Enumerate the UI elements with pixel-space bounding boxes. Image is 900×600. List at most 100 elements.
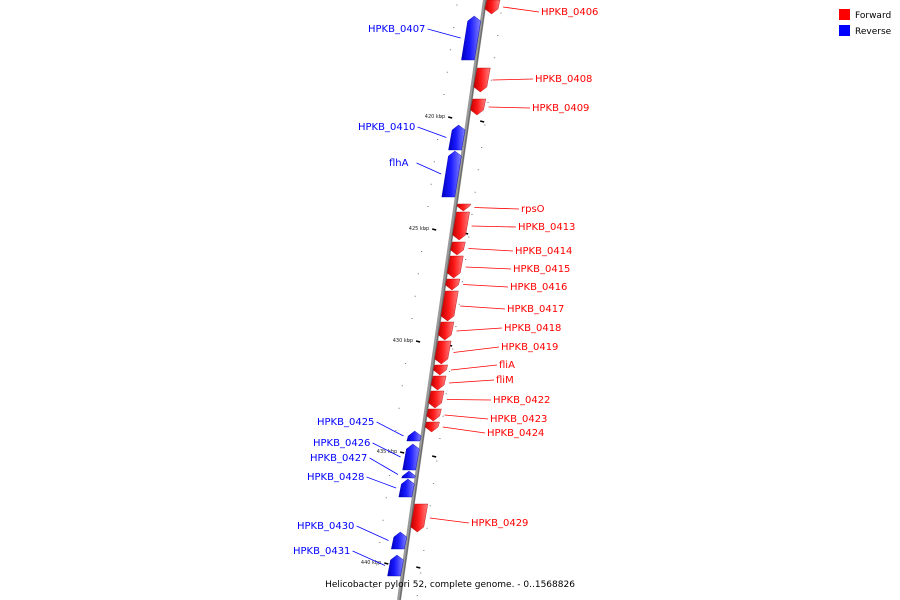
- gene-arrow-hpkb-0419[interactable]: [434, 340, 452, 365]
- gene-arrow-rpso[interactable]: [456, 203, 472, 212]
- gene-arrow-hpkb-0429[interactable]: [410, 503, 429, 533]
- gene-label-hpkb-0418[interactable]: HPKB_0418: [504, 323, 561, 334]
- scale-tick-left: [400, 451, 405, 454]
- gene-connector-hpkb-0427: [369, 457, 399, 475]
- gene-arrow-hpkb-0406[interactable]: [484, 0, 501, 15]
- scale-tick-right: [432, 455, 437, 458]
- gene-connector-flim: [449, 379, 495, 384]
- gene-connector-hpkb-0426: [372, 442, 401, 458]
- gene-connector-hpkb-0423: [444, 414, 489, 420]
- gene-arrow-hpkb-0426[interactable]: [402, 443, 420, 471]
- gene-label-hpkb-0406[interactable]: HPKB_0406: [541, 7, 598, 18]
- gene-label-hpkb-0407[interactable]: HPKB_0407: [368, 24, 425, 35]
- gene-label-hpkb-0428[interactable]: HPKB_0428: [307, 472, 364, 483]
- scale-tick-left: [432, 228, 437, 231]
- gene-connector-hpkb-0429: [429, 517, 470, 524]
- gene-label-hpkb-0408[interactable]: HPKB_0408: [535, 74, 592, 85]
- scale-ticks: 420 kbp 425 kbp 430 kbp 435 kbp 440 kbp: [361, 114, 485, 569]
- gene-arrow-flim[interactable]: [430, 375, 447, 391]
- scale-tick-left: [448, 116, 453, 119]
- gene-label-flia[interactable]: fliA: [499, 360, 515, 371]
- gene-arrow-hpkb-0413[interactable]: [452, 211, 470, 241]
- gene-connector-hpkb-0419: [453, 346, 500, 353]
- gene-connector-hpkb-0425: [376, 421, 404, 437]
- gene-label-hpkb-0409[interactable]: HPKB_0409: [532, 103, 589, 114]
- gene-label-hpkb-0427[interactable]: HPKB_0427: [310, 453, 367, 464]
- gene-connector-hpkb-0415: [465, 266, 512, 270]
- legend-reverse-swatch: [839, 25, 850, 36]
- gene-arrow-hpkb-0427[interactable]: [401, 470, 416, 479]
- scale-tick-label: 435 kbp: [377, 449, 397, 455]
- genome-backbone: [397, 0, 487, 600]
- gene-arrow-hpkb-0422[interactable]: [428, 390, 445, 409]
- gene-label-hpkb-0410[interactable]: HPKB_0410: [358, 122, 415, 133]
- scale-tick-left: [384, 562, 389, 565]
- gene-connector-flha: [416, 162, 442, 175]
- gene-arrow-hpkb-0415[interactable]: [446, 255, 464, 279]
- gene-label-hpkb-0426[interactable]: HPKB_0426: [313, 438, 370, 449]
- gene-label-hpkb-0424[interactable]: HPKB_0424: [487, 428, 544, 439]
- gene-arrow-hpkb-0423[interactable]: [426, 408, 442, 422]
- gene-arrow-hpkb-0408[interactable]: [473, 67, 491, 93]
- gene-connector-hpkb-0418: [456, 327, 503, 332]
- gene-connector-rpso: [474, 207, 520, 210]
- gene-label-hpkb-0425[interactable]: HPKB_0425: [317, 417, 374, 428]
- gene-connector-flia: [450, 364, 498, 371]
- legend-forward-swatch: [839, 9, 850, 20]
- gene-arrow-hpkb-0417[interactable]: [440, 290, 459, 322]
- scale-tick-label: 420 kbp: [425, 114, 445, 120]
- gene-connector-hpkb-0422: [446, 399, 492, 401]
- gene-arrow-hpkb-0425[interactable]: [406, 430, 422, 442]
- gene-arrow-hpkb-0410[interactable]: [448, 124, 466, 151]
- gene-labels: HPKB_0406 HPKB_0407 HPKB_0408 HPKB_0409 HPKB…: [293, 6, 598, 566]
- gene-label-hpkb-0423[interactable]: HPKB_0423: [490, 414, 547, 425]
- legend-reverse-label: Reverse: [855, 27, 892, 37]
- scale-tick-label: 440 kbp: [361, 560, 381, 566]
- gene-arrow-hpkb-0416[interactable]: [445, 278, 461, 291]
- gene-connector-hpkb-0410: [417, 126, 447, 138]
- gene-arrow-hpkb-0409[interactable]: [470, 98, 487, 116]
- gene-label-hpkb-0416[interactable]: HPKB_0416: [510, 282, 567, 293]
- minor-ticks: [372, 4, 502, 596]
- gene-label-hpkb-0415[interactable]: HPKB_0415: [513, 264, 570, 275]
- scale-tick-left: [415, 340, 421, 343]
- gene-arrow-hpkb-0431[interactable]: [387, 554, 404, 577]
- gene-arrow-flia[interactable]: [433, 364, 448, 376]
- scale-tick-right: [416, 566, 421, 569]
- gene-label-hpkb-0430[interactable]: HPKB_0430: [297, 521, 354, 532]
- gene-connector-hpkb-0413: [471, 225, 517, 228]
- gene-arrow-hpkb-0428[interactable]: [398, 478, 415, 498]
- gene-label-hpkb-0431[interactable]: HPKB_0431: [293, 546, 350, 557]
- scale-tick-right: [480, 120, 485, 123]
- gene-label-hpkb-0413[interactable]: HPKB_0413: [518, 222, 575, 233]
- gene-label-rpso[interactable]: rpsO: [521, 204, 545, 215]
- gene-connector-hpkb-0407: [427, 28, 461, 39]
- gene-features: [387, 0, 501, 577]
- legend-forward-label: Forward: [855, 11, 891, 21]
- gene-connector-hpkb-0430: [356, 525, 389, 541]
- gene-label-hpkb-0417[interactable]: HPKB_0417: [507, 304, 564, 315]
- gene-arrow-flha[interactable]: [441, 150, 462, 198]
- legend: Forward Reverse: [839, 9, 892, 37]
- gene-connector-hpkb-0409: [488, 106, 531, 109]
- gene-arrow-hpkb-0424[interactable]: [424, 421, 440, 433]
- gene-label-hpkb-0429[interactable]: HPKB_0429: [471, 518, 528, 529]
- gene-arrow-hpkb-0414[interactable]: [450, 241, 466, 256]
- gene-label-flim[interactable]: fliM: [496, 375, 514, 386]
- gene-connector-hpkb-0424: [442, 426, 486, 434]
- gene-arrow-hpkb-0407[interactable]: [461, 15, 481, 61]
- gene-arrow-hpkb-0418[interactable]: [438, 321, 455, 341]
- scale-tick-label: 425 kbp: [409, 226, 429, 232]
- gene-label-hpkb-0422[interactable]: HPKB_0422: [493, 395, 550, 406]
- gene-label-hpkb-0414[interactable]: HPKB_0414: [515, 246, 572, 257]
- gene-arrow-hpkb-0430[interactable]: [391, 531, 408, 550]
- gene-connector-hpkb-0417: [460, 305, 506, 310]
- gene-connector-hpkb-0406: [502, 6, 540, 13]
- gene-label-hpkb-0419[interactable]: HPKB_0419: [501, 342, 558, 353]
- gene-connector-hpkb-0408: [492, 78, 534, 81]
- gene-label-flha[interactable]: flhA: [389, 158, 409, 169]
- scale-tick-label: 430 kbp: [393, 338, 413, 344]
- genome-caption: Helicobacter pylori 52, complete genome.…: [325, 580, 575, 590]
- gene-connector-hpkb-0431: [352, 550, 386, 566]
- gene-connector-hpkb-0416: [463, 284, 509, 288]
